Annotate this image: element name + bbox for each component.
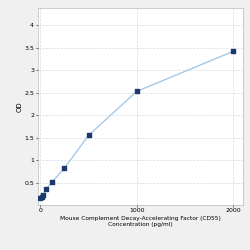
Point [231,50,235,54]
Point [42,193,46,197]
Y-axis label: OD: OD [17,101,23,112]
Point [44,187,48,191]
Point [38,196,42,200]
Point [40,195,44,199]
X-axis label: Mouse Complement Decay-Accelerating Factor (CD55)
Concentration (pg/ml): Mouse Complement Decay-Accelerating Fact… [60,216,220,227]
Point [135,90,139,94]
Point [86,134,90,138]
Point [62,166,66,170]
Point [50,180,54,184]
